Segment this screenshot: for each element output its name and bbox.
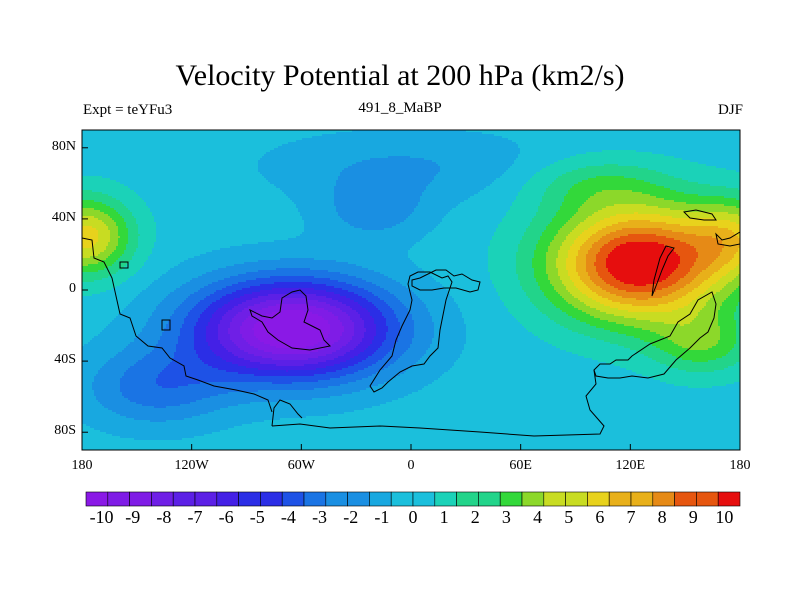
x-tick-label: 60E — [491, 458, 551, 474]
y-tick-label: 80S — [36, 423, 76, 439]
colorbar-box — [369, 491, 392, 507]
colorbar-label: 5 — [551, 507, 587, 528]
colorbar-box — [696, 491, 719, 507]
colorbar-box — [216, 491, 239, 507]
colorbar-box — [172, 491, 196, 507]
x-tick-label: 180 — [52, 458, 112, 474]
colorbar-label: 8 — [644, 507, 680, 528]
x-tick-label: 120W — [162, 458, 222, 474]
colorbar-label: -2 — [333, 507, 369, 528]
colorbar-label: 2 — [457, 507, 493, 528]
colorbar-box — [260, 491, 283, 507]
colorbar-label: 4 — [520, 507, 556, 528]
colorbar-box — [303, 491, 327, 507]
coastline-small-island-1 — [119, 261, 129, 269]
colorbar-box — [543, 491, 566, 507]
coastline-africa-east — [411, 269, 481, 293]
y-tick-label: 0 — [36, 281, 76, 297]
colorbar-label: -9 — [115, 507, 151, 528]
colorbar-box — [412, 491, 436, 507]
colorbar-label: -10 — [84, 507, 120, 528]
y-tick-label: 80N — [36, 139, 76, 155]
colorbar — [85, 491, 741, 507]
x-tick-label: 180 — [710, 458, 770, 474]
heatmap-field — [82, 130, 741, 451]
colorbar-label: -4 — [270, 507, 306, 528]
colorbar-label: 10 — [706, 507, 742, 528]
coastline-antarctica — [271, 369, 605, 437]
colorbar-label: -5 — [239, 507, 275, 528]
colorbar-label: 9 — [675, 507, 711, 528]
colorbar-label: -1 — [364, 507, 400, 528]
colorbar-box — [107, 491, 130, 507]
colorbar-label: -8 — [146, 507, 182, 528]
colorbar-label: 6 — [582, 507, 618, 528]
colorbar-label: -6 — [208, 507, 244, 528]
colorbar-label: -3 — [302, 507, 338, 528]
colorbar-box — [347, 491, 370, 507]
coastlines — [81, 209, 741, 437]
y-tick-label: 40N — [36, 210, 76, 226]
coastline-islands — [651, 245, 675, 297]
y-tick-label: 40S — [36, 352, 76, 368]
colorbar-box — [499, 491, 523, 507]
colorbar-box — [325, 491, 348, 507]
colorbar-label: 0 — [395, 507, 431, 528]
coastline-south-america — [369, 271, 453, 393]
colorbar-box — [151, 491, 174, 507]
coastline-small-island-2 — [161, 319, 171, 331]
colorbar-box — [478, 491, 501, 507]
colorbar-box — [390, 491, 414, 507]
colorbar-box — [608, 491, 632, 507]
run-id-label: 491_8_MaBP — [0, 100, 800, 117]
colorbar-box — [565, 491, 588, 507]
colorbar-box — [652, 491, 675, 507]
experiment-label: Expt = teYFu3 — [83, 102, 172, 119]
colorbar-box — [238, 491, 261, 507]
colorbar-box — [129, 491, 152, 507]
season-label: DJF — [718, 102, 743, 119]
colorbar-label: -7 — [177, 507, 213, 528]
colorbar-box — [456, 491, 479, 507]
coastline-australia — [593, 291, 717, 379]
colorbar-box — [434, 491, 457, 507]
colorbar-box — [674, 491, 697, 507]
coastline-west — [81, 237, 273, 413]
colorbar-label: 1 — [426, 507, 462, 528]
colorbar-box — [521, 491, 545, 507]
colorbar-box — [85, 491, 109, 507]
colorbar-box — [587, 491, 610, 507]
colorbar-label: 7 — [613, 507, 649, 528]
chart-title: Velocity Potential at 200 hPa (km2/s) — [0, 58, 800, 94]
x-tick-label: 120E — [600, 458, 660, 474]
x-tick-label: 60W — [271, 458, 331, 474]
coastline-central-pacific — [249, 289, 332, 351]
colorbar-box — [281, 491, 305, 507]
colorbar-box — [630, 491, 654, 507]
colorbar-box — [194, 491, 218, 507]
coastline-north-island — [682, 209, 717, 221]
x-tick-label: 0 — [381, 458, 441, 474]
colorbar-box — [717, 491, 741, 507]
colorbar-label: 3 — [488, 507, 524, 528]
